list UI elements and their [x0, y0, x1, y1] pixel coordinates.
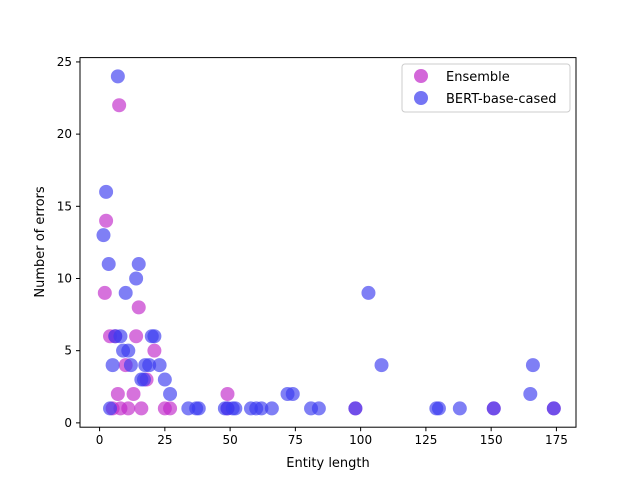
legend-marker-ensemble: [414, 69, 428, 83]
data-point-bert-base-cased: [110, 69, 125, 84]
data-point-ensemble: [129, 329, 144, 344]
data-point-bert-base-cased: [103, 401, 118, 416]
y-axis-label: Number of errors: [33, 186, 48, 297]
data-point-bert-base-cased: [285, 386, 300, 401]
y-tick-label: 15: [57, 199, 72, 213]
data-point-ensemble: [163, 401, 178, 416]
data-point-ensemble: [112, 98, 127, 113]
legend: Ensemble BERT-base-cased: [401, 63, 571, 113]
data-point-bert-base-cased: [311, 401, 326, 416]
data-point-bert-base-cased: [121, 343, 136, 358]
data-point-ensemble: [121, 401, 136, 416]
data-point-bert-base-cased: [105, 358, 120, 373]
y-tick-label: 5: [64, 344, 72, 358]
data-point-bert-base-cased: [113, 329, 128, 344]
data-point-bert-base-cased: [525, 358, 540, 373]
legend-marker-bert-base-cased: [414, 91, 428, 105]
x-tick-label: 75: [288, 433, 303, 447]
y-tick-label: 0: [64, 416, 72, 430]
data-point-bert-base-cased: [348, 401, 363, 416]
data-point-bert-base-cased: [254, 401, 269, 416]
x-axis-label: Entity length: [286, 456, 370, 471]
x-tick-label: 125: [414, 433, 437, 447]
y-tick-label: 20: [57, 127, 72, 141]
data-point-bert-base-cased: [131, 257, 146, 272]
data-point-bert-base-cased: [99, 184, 114, 199]
data-point-ensemble: [134, 401, 149, 416]
legend-label-bert-base-cased: BERT-base-cased: [446, 92, 556, 107]
data-point-bert-base-cased: [546, 401, 561, 416]
x-tick-label: 100: [349, 433, 372, 447]
data-point-bert-base-cased: [123, 358, 138, 373]
data-point-ensemble: [99, 213, 114, 228]
data-point-ensemble: [147, 343, 162, 358]
data-point-bert-base-cased: [191, 401, 206, 416]
y-axis-ticks: 0 5 10 15 20 25: [57, 55, 80, 430]
data-point-bert-base-cased: [136, 372, 151, 387]
data-point-bert-base-cased: [142, 358, 157, 373]
data-point-bert-base-cased: [157, 372, 172, 387]
plot-points: [96, 69, 561, 416]
data-point-bert-base-cased: [129, 271, 144, 286]
data-point-ensemble: [126, 386, 141, 401]
axes-frame: [79, 57, 577, 428]
x-tick-label: 25: [157, 433, 172, 447]
data-point-bert-base-cased: [431, 401, 446, 416]
x-axis-ticks: 0 25 50 75 100 125 150 175: [96, 427, 568, 447]
x-tick-label: 150: [480, 433, 503, 447]
data-point-ensemble: [110, 386, 125, 401]
x-tick-label: 50: [222, 433, 237, 447]
legend-box: [401, 63, 571, 113]
data-point-bert-base-cased: [163, 386, 178, 401]
data-point-bert-base-cased: [118, 285, 133, 300]
x-tick-label: 175: [545, 433, 568, 447]
data-point-ensemble: [220, 386, 235, 401]
data-point-bert-base-cased: [523, 386, 538, 401]
data-point-bert-base-cased: [452, 401, 467, 416]
data-point-ensemble: [97, 285, 112, 300]
data-point-bert-base-cased: [374, 358, 389, 373]
data-point-bert-base-cased: [361, 285, 376, 300]
data-point-bert-base-cased: [96, 228, 111, 243]
x-tick-label: 0: [96, 433, 104, 447]
data-point-ensemble: [131, 300, 146, 315]
data-point-bert-base-cased: [264, 401, 279, 416]
y-tick-label: 10: [57, 271, 72, 285]
data-point-bert-base-cased: [228, 401, 243, 416]
data-point-bert-base-cased: [147, 329, 162, 344]
data-point-bert-base-cased: [152, 358, 167, 373]
data-point-bert-base-cased: [101, 257, 116, 272]
y-tick-label: 25: [57, 55, 72, 69]
data-point-bert-base-cased: [486, 401, 501, 416]
legend-label-ensemble: Ensemble: [446, 70, 510, 85]
